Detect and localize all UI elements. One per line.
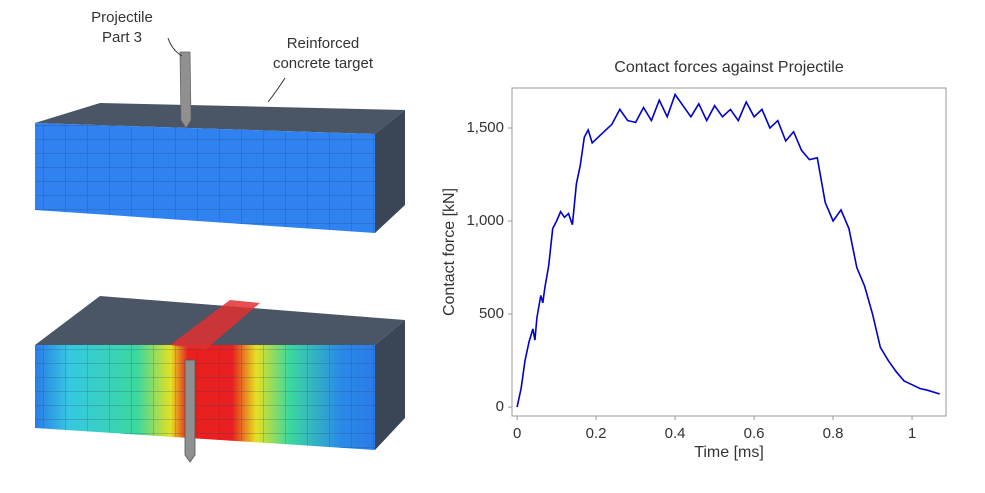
x-axis-label: Time [ms] — [694, 444, 764, 461]
y-axis-label: Contact force [kN] — [441, 188, 458, 316]
data-line — [516, 92, 940, 408]
chart-title: Contact forces against Projectile — [614, 59, 844, 76]
annotation: Reinforced — [287, 35, 360, 52]
y-tick-label: 500 — [479, 305, 504, 322]
y-tick-label: 1,000 — [466, 212, 504, 229]
x-tick-label: 1 — [908, 425, 916, 442]
x-tick-label: 0.4 — [665, 425, 686, 442]
x-tick-label: 0 — [513, 425, 521, 442]
annotation: Part 3 — [102, 29, 142, 46]
x-tick-label: 0.8 — [823, 425, 844, 442]
annotation: Projectile — [91, 9, 153, 26]
target-before — [35, 51, 405, 233]
leader-line — [167, 37, 183, 57]
x-tick-label: 0.2 — [586, 425, 607, 442]
plot-frame — [511, 87, 947, 417]
y-tick-label: 0 — [496, 398, 504, 415]
leader-line — [267, 77, 286, 103]
x-tick-label: 0.6 — [744, 425, 765, 442]
y-tick-label: 1,500 — [466, 119, 504, 136]
target-after — [35, 296, 405, 463]
annotation: concrete target — [273, 55, 374, 72]
